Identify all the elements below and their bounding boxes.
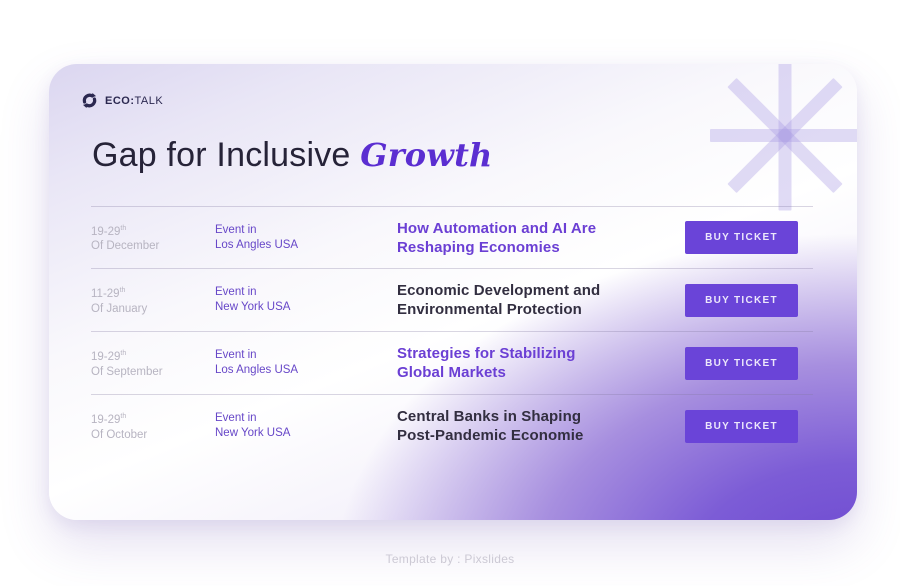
event-venue-label: Event in [215,223,257,236]
page-title-regular: Gap for Inclusive [92,136,351,174]
event-card: ECO:TALK Gap for Inclusive Growth 19-29t… [49,64,857,520]
buy-ticket-button[interactable]: BUY TICKET [685,346,798,380]
page-title-accent: Growth [360,136,493,174]
event-title: How Automation and AI Are Reshaping Econ… [397,219,597,256]
buy-ticket-button[interactable]: BUY TICKET [685,221,798,254]
event-date-range: 19-29th [91,413,127,426]
event-venue-label: Event in [215,286,257,298]
buy-ticket-button[interactable]: BUY TICKET [685,283,798,317]
brand-logo: ECO:TALK [81,92,163,109]
asterisk-decoration-icon [700,64,857,220]
buy-ticket-button[interactable]: BUY TICKET [685,409,798,443]
page-title: Gap for Inclusive Growth [92,136,493,175]
event-venue: Event in New York USA [215,411,397,441]
brand-name: ECO:TALK [105,95,163,107]
event-venue-city: Los Angles USA [215,364,299,376]
event-date-month: Of December [91,240,160,253]
event-venue: Event in Los Angles USA [215,348,397,378]
asterisk-bar [710,128,857,142]
event-venue-label: Event in [215,349,257,361]
event-venue-city: New York USA [215,301,291,313]
event-date-month: Of October [91,428,148,441]
event-venue-city: New York USA [215,427,291,439]
event-date-month: Of January [91,302,148,315]
asterisk-bar [778,64,792,210]
event-row: 11-29th Of January Event in New York USA… [91,268,813,331]
event-venue-label: Event in [215,412,257,424]
event-row: 19-29th Of December Event in Los Angles … [91,206,813,268]
event-venue-city: Los Angles USA [215,238,299,251]
event-venue: Event in Los Angles USA [215,223,397,253]
template-credit: Template by : Pixslides [385,552,515,566]
asterisk-bar [727,77,843,193]
event-title: Central Banks in Shaping Post-Pandemic E… [397,408,584,444]
event-date: 11-29th Of January [91,283,215,317]
brand-name-primary: ECO: [105,94,135,107]
event-date-month: Of September [91,365,163,378]
swap-arrows-icon [81,92,98,109]
asterisk-bar [727,77,843,193]
event-row: 19-29th Of October Event in New York USA… [91,394,813,457]
event-title: Strategies for Stabilizing Global Market… [397,345,576,381]
event-venue: Event in New York USA [215,285,397,315]
event-title: Economic Development and Environmental P… [397,282,601,318]
events-table: 19-29th Of December Event in Los Angles … [91,206,813,457]
event-date: 19-29th Of September [91,346,215,380]
event-row: 19-29th Of September Event in Los Angles… [91,331,813,394]
event-date: 19-29th Of December [91,221,215,255]
event-date: 19-29th Of October [91,409,215,443]
brand-name-secondary: TALK [134,94,164,107]
event-date-range: 19-29th [91,350,127,363]
event-date-range: 19-29th [91,224,127,238]
event-date-range: 11-29th [91,287,126,300]
